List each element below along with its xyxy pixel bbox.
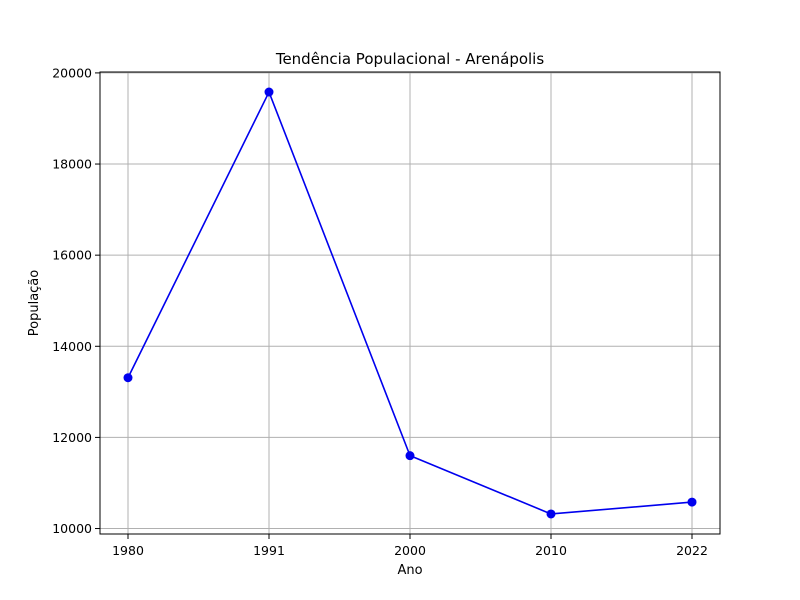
data-point-2022 (687, 497, 697, 507)
data-point-1980 (123, 373, 133, 383)
y-tick-label: 18000 (52, 157, 92, 172)
grid (100, 72, 720, 534)
x-tick-label: 1980 (112, 543, 144, 558)
x-tick-label: 2010 (535, 543, 567, 558)
chart-title: Tendência Populacional - Arenápolis (275, 50, 545, 68)
y-tick-label: 16000 (52, 248, 92, 263)
data-point-2000 (405, 451, 415, 461)
x-tick-label: 1991 (253, 543, 285, 558)
x-tick-label: 2022 (676, 543, 708, 558)
x-tick-label: 2000 (394, 543, 426, 558)
y-tick-label: 12000 (52, 430, 92, 445)
y-tick-label: 20000 (52, 65, 92, 80)
data-point-1991 (264, 87, 274, 97)
data-point-2010 (546, 509, 556, 519)
y-axis-label: População (27, 270, 42, 337)
y-tick-label: 14000 (52, 339, 92, 354)
x-axis-label: Ano (397, 563, 422, 578)
ticks: 1980 1991 2000 2010 2022 10000 12000 14000 16000… (52, 65, 708, 558)
y-tick-label: 10000 (52, 521, 92, 536)
series-layer (123, 87, 697, 519)
